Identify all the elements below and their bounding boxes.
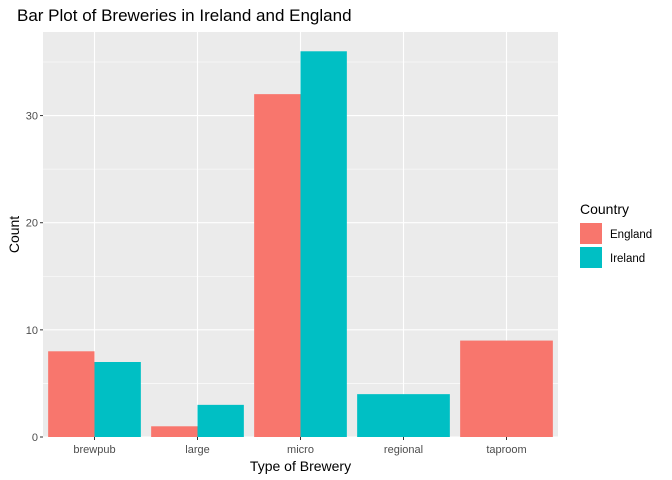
- x-tick-label-micro: micro: [287, 444, 314, 456]
- bar-large-ireland: [197, 404, 244, 437]
- bar-micro-england: [254, 94, 301, 438]
- x-tick-label-taproom: taproom: [486, 444, 526, 456]
- legend-label-england: England: [610, 229, 652, 241]
- y-tick-label: 30: [26, 111, 38, 123]
- x-tick-label-regional: regional: [384, 444, 423, 456]
- y-tick-label: 0: [32, 432, 38, 444]
- x-axis-title: Type of Brewery: [250, 458, 351, 474]
- legend-key-ireland: [580, 247, 602, 268]
- x-axis-ticks: brewpub large micro regional taproom: [73, 437, 527, 456]
- legend-title: Country: [580, 201, 629, 217]
- legend-label-ireland: Ireland: [610, 253, 645, 265]
- chart-title: Bar Plot of Breweries in Ireland and Eng…: [17, 6, 352, 25]
- x-tick-label-brewpub: brewpub: [73, 444, 115, 456]
- bar-taproom-england: [460, 340, 553, 437]
- bar-regional-ireland: [357, 394, 450, 437]
- bar-brewpub-england: [48, 351, 95, 437]
- legend-key-england: [580, 223, 602, 244]
- y-axis-ticks: 0 10 20 30: [26, 111, 43, 444]
- bar-large-england: [151, 426, 198, 437]
- y-tick-label: 10: [26, 325, 38, 337]
- legend: Country England Ireland: [580, 201, 652, 268]
- bar-micro-ireland: [300, 51, 347, 438]
- y-axis-title: Count: [6, 216, 22, 253]
- bars: [48, 51, 553, 438]
- x-tick-label-large: large: [185, 444, 209, 456]
- y-tick-label: 20: [26, 218, 38, 230]
- bar-brewpub-ireland: [94, 362, 141, 437]
